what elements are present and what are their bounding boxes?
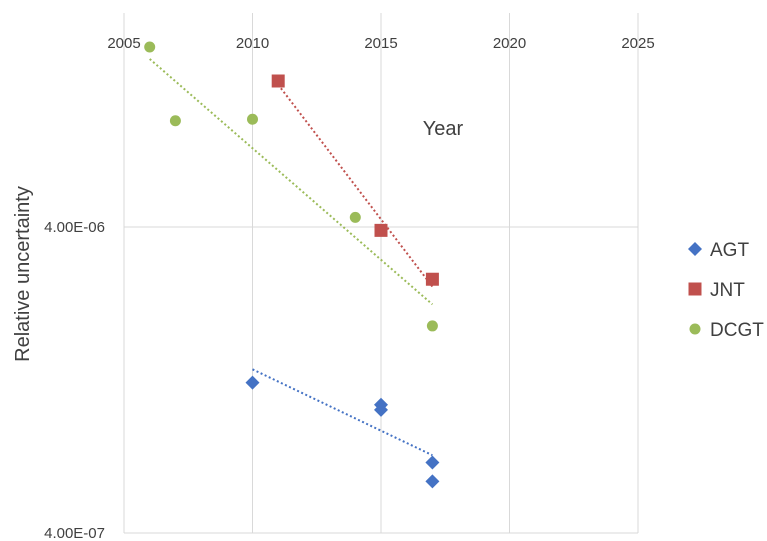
- trendlines: [149, 58, 434, 457]
- x-tick-labels: 2005 2010 2015 2020 2025: [107, 35, 654, 52]
- legend-label-agt: AGT: [710, 240, 749, 261]
- y-axis-title: Relative uncertainty: [12, 186, 34, 362]
- dcgt-point: [349, 211, 361, 223]
- x-tick-label: 2015: [364, 35, 397, 52]
- jnt-point: [374, 223, 388, 237]
- agt-point: [425, 474, 440, 489]
- agt-trendline: [252, 368, 433, 457]
- y-tick-label: 4.00E-06: [44, 219, 105, 236]
- dcgt-point: [144, 41, 156, 53]
- legend-label-jnt: JNT: [710, 280, 745, 301]
- x-tick-label: 2010: [236, 35, 269, 52]
- jnt-trendline: [277, 84, 434, 288]
- jnt-legend-marker: [688, 282, 702, 296]
- y-tick-labels: 4.00E-07 4.00E-06: [44, 219, 105, 541]
- agt-point: [425, 455, 440, 470]
- jnt-point: [271, 74, 285, 88]
- jnt-point: [425, 272, 439, 286]
- legend-label-dcgt: DCGT: [710, 320, 764, 341]
- x-axis-title: Year: [423, 118, 464, 140]
- dcgt-trendline: [149, 58, 434, 306]
- dcgt-legend-marker: [689, 323, 701, 335]
- x-tick-label: 2005: [107, 35, 140, 52]
- x-tick-label: 2025: [621, 35, 654, 52]
- dcgt-point: [426, 320, 438, 332]
- agt-legend-marker: [688, 242, 702, 256]
- dcgt-point: [247, 113, 258, 125]
- agt-point: [245, 375, 260, 390]
- legend: AGT JNT DCGT: [688, 240, 764, 341]
- dcgt-point: [169, 115, 181, 127]
- gridlines: [123, 13, 639, 534]
- x-tick-label: 2020: [493, 35, 526, 52]
- agt-point: [374, 402, 388, 417]
- y-tick-label: 4.00E-07: [44, 525, 105, 541]
- data-points: [144, 41, 440, 489]
